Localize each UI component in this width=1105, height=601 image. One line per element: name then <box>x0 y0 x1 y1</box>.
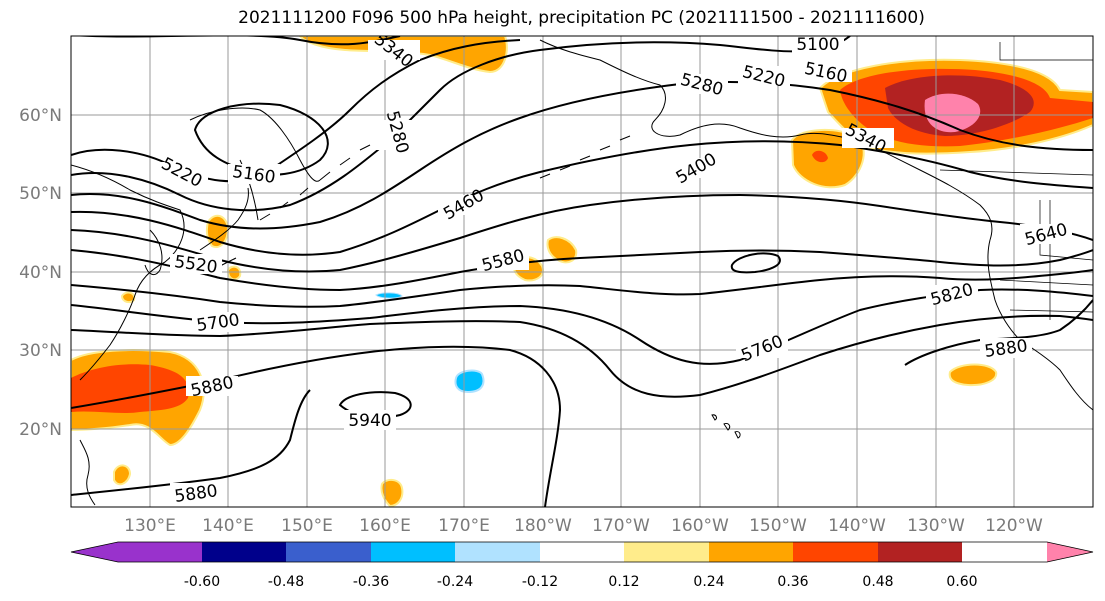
precip-area-south-2 <box>113 464 132 486</box>
precip-area-baja <box>948 363 998 387</box>
lon-label: 120°W <box>985 516 1043 536</box>
precip-negative-2 <box>375 292 403 299</box>
colorbar-segment <box>624 542 709 562</box>
precip-area-central-1 <box>546 236 578 264</box>
colorbar-outline <box>70 541 1094 563</box>
precip-area-ne-pacific-core <box>812 150 828 163</box>
colorbar-label: -0.24 <box>437 574 473 590</box>
lon-label: 170°W <box>592 516 650 536</box>
precip-area-gulf-alaska-peak <box>924 93 981 133</box>
lon-label: 150°W <box>749 516 807 536</box>
lon-label: 140°E <box>202 516 254 536</box>
colorbar-label: -0.12 <box>522 574 558 590</box>
precip-negative-1 <box>454 369 485 394</box>
graticule <box>71 36 1093 507</box>
colorbar-segment <box>540 542 624 562</box>
precip-area-south-1 <box>380 478 404 507</box>
latitude-labels: 60°N 50°N 40°N 30°N 20°N <box>19 106 62 440</box>
colorbar-label: 0.60 <box>946 574 977 590</box>
colorbar-label: 0.48 <box>862 574 893 590</box>
precip-shading <box>71 36 1093 507</box>
colorbar-label: 0.12 <box>608 574 639 590</box>
colorbar-segment <box>878 542 962 562</box>
lon-label: 160°W <box>671 516 729 536</box>
lon-label: 140°W <box>828 516 886 536</box>
chart-title: 2021111200 F096 500 hPa height, precipit… <box>238 8 925 28</box>
colorbar-label: -0.48 <box>268 574 304 590</box>
lat-label: 40°N <box>19 263 62 283</box>
colorbar-extend-left <box>71 542 118 562</box>
lon-label: 130°W <box>907 516 965 536</box>
colorbar-label: 0.24 <box>693 574 724 590</box>
colorbar-label: 0.36 <box>777 574 808 590</box>
lon-label: 130°E <box>124 516 176 536</box>
colorbar-segment <box>286 542 371 562</box>
precip-area-japan-south <box>226 265 242 281</box>
contour-label: 5940 <box>348 411 391 431</box>
colorbar-segment <box>118 542 202 562</box>
colorbar-segment <box>202 542 286 562</box>
colorbar-label: -0.60 <box>184 574 220 590</box>
longitude-labels: 130°E 140°E 150°E 160°E 170°E 180°W 170°… <box>124 516 1043 536</box>
lon-label: 150°E <box>281 516 333 536</box>
colorbar <box>70 541 1094 563</box>
lon-label: 170°E <box>438 516 490 536</box>
colorbar-segment <box>709 542 793 562</box>
precip-area-japan <box>205 214 230 248</box>
contour-label: 5100 <box>796 35 839 55</box>
precip-area-taiwan <box>120 291 136 304</box>
lat-label: 50°N <box>19 184 62 204</box>
colorbar-extend-right <box>1047 542 1093 562</box>
lat-label: 60°N <box>19 106 62 126</box>
colorbar-label: -0.36 <box>353 574 389 590</box>
lat-label: 30°N <box>19 341 62 361</box>
map-frame <box>70 35 1094 508</box>
lon-label: 180°W <box>514 516 572 536</box>
colorbar-segment <box>371 542 455 562</box>
colorbar-labels: -0.60 -0.48 -0.36 -0.24 -0.12 0.12 0.24 … <box>184 574 978 590</box>
coastlines <box>71 39 1093 506</box>
colorbar-segment <box>793 542 878 562</box>
precip-area-west-pacific-core <box>71 364 189 413</box>
lat-label: 20°N <box>19 420 62 440</box>
lon-label: 160°E <box>359 516 411 536</box>
colorbar-segment <box>455 542 540 562</box>
